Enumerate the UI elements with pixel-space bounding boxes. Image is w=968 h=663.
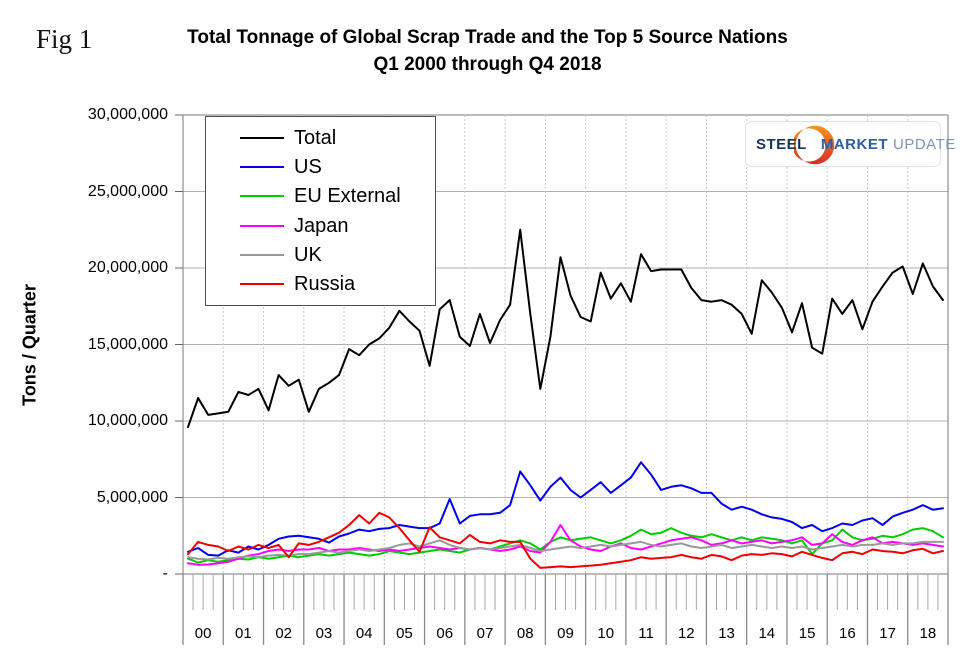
x-axis-year-label: 12 — [678, 625, 695, 642]
legend-item: US — [240, 156, 429, 178]
x-axis-year-label: 10 — [597, 625, 614, 642]
x-axis-year-label: 06 — [436, 625, 453, 642]
chart-title: Total Tonnage of Global Scrap Trade and … — [115, 24, 860, 78]
x-axis-year-label: 00 — [195, 625, 212, 642]
x-axis-year-label: 09 — [557, 625, 574, 642]
legend-item: EU External — [240, 185, 429, 207]
x-axis-year-label: 16 — [839, 625, 856, 642]
x-axis-year-label: 03 — [316, 625, 333, 642]
legend-item: Total — [240, 127, 429, 149]
legend-line-sample — [240, 136, 284, 139]
legend-line-sample — [240, 253, 284, 256]
figure-label: Fig 1 — [36, 24, 93, 54]
legend-item: Russia — [240, 273, 429, 295]
legend-line-sample — [240, 224, 284, 227]
smu-logo: STEEL MARKET UPDATE — [745, 121, 955, 167]
y-axis-tick-label: 30,000,000 — [87, 106, 168, 123]
x-axis-year-label: 14 — [758, 625, 775, 642]
x-axis-year-label: 18 — [920, 625, 937, 642]
chart-title-line2: Q1 2000 through Q4 2018 — [373, 54, 602, 75]
x-axis-year-label: 11 — [638, 625, 654, 642]
x-axis-year-label: 05 — [396, 625, 413, 642]
legend-line-sample — [240, 283, 284, 286]
legend-label: Total — [294, 126, 337, 149]
x-axis-year-label: 13 — [718, 625, 735, 642]
legend-line-sample — [240, 165, 284, 168]
logo-crescent-icon — [794, 125, 835, 165]
y-axis-tick-label: - — [162, 565, 168, 582]
series-us — [187, 461, 944, 557]
x-axis-year-label: 04 — [356, 625, 373, 642]
legend-item: UK — [240, 244, 429, 266]
y-axis-tick-label: 20,000,000 — [87, 259, 168, 276]
legend-label: US — [294, 155, 322, 178]
legend-line-sample — [240, 195, 284, 198]
legend-label: Russia — [294, 273, 356, 296]
legend-label: Japan — [294, 214, 349, 237]
x-axis-year-label: 17 — [879, 625, 896, 642]
x-axis-year-label: 01 — [235, 625, 252, 642]
logo-market-text: MARKET — [820, 135, 889, 153]
y-axis-tick-label: 15,000,000 — [87, 335, 168, 353]
x-axis-year-label: 07 — [477, 625, 494, 642]
x-axis-year-label: 02 — [275, 625, 292, 642]
y-axis-tick-labels: 30,000,000 25,000,000 20,000,000 15,000,000… — [58, 0, 168, 663]
y-axis-tick-label: 10,000,000 — [87, 412, 168, 429]
series-uk — [187, 539, 944, 561]
legend-label: UK — [294, 243, 322, 266]
logo-update-text: UPDATE — [893, 135, 956, 153]
y-axis-tick-label: 5,000,000 — [96, 488, 168, 506]
x-axis-year-label: 08 — [517, 625, 534, 642]
chart-title-line1: Total Tonnage of Global Scrap Trade and … — [187, 27, 788, 48]
logo-steel-text: STEEL — [756, 135, 807, 153]
series-japan — [187, 524, 944, 566]
y-axis-tick-label: 25,000,000 — [87, 182, 168, 200]
legend-label: EU External — [294, 185, 401, 208]
series-russia — [187, 511, 944, 569]
legend-box: Total US EU External Japan UK Russia — [205, 116, 436, 306]
x-axis-year-label: 15 — [799, 625, 816, 642]
series-total — [187, 228, 944, 429]
legend-item: Japan — [240, 215, 429, 237]
